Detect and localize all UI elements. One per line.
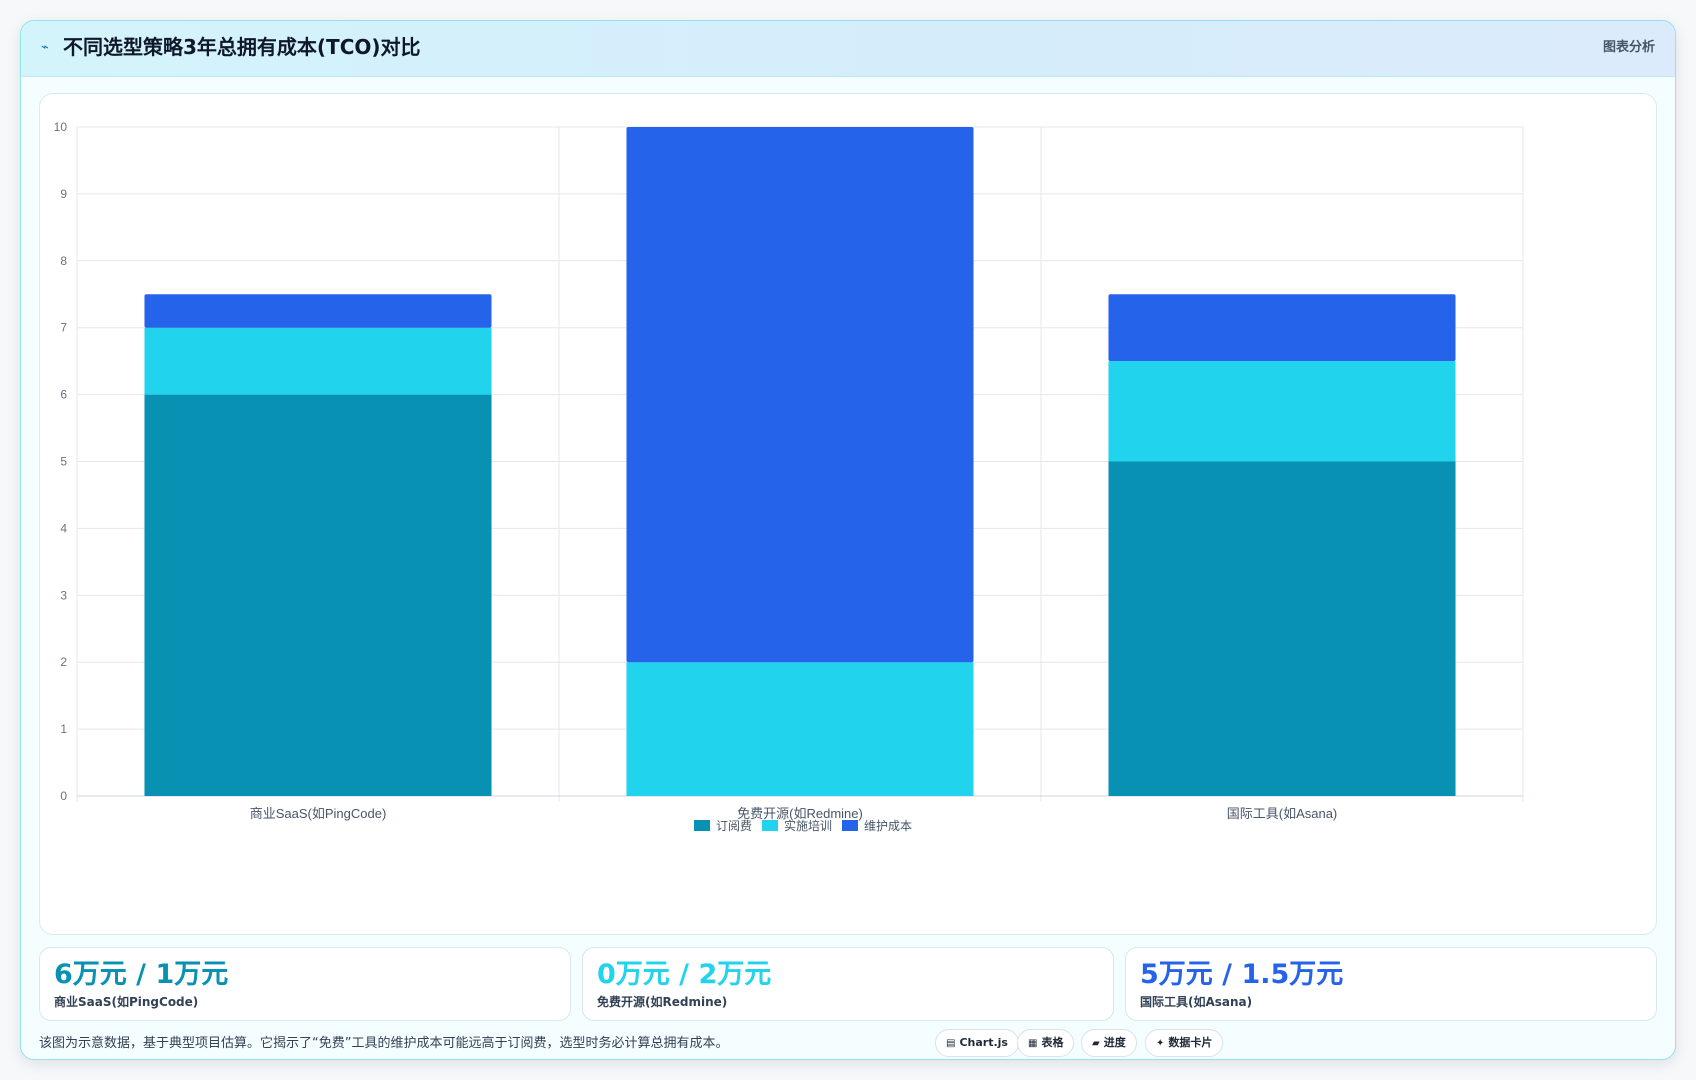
stat-card-saas: 6万元 / 1万元 商业SaaS(如PingCode) <box>39 947 571 1021</box>
y-tick-label: 5 <box>60 455 67 469</box>
y-tick-label: 8 <box>60 254 67 268</box>
legend-swatch <box>694 820 710 831</box>
progress-chip[interactable]: ▰ 进度 <box>1081 1029 1137 1057</box>
y-tick-label: 2 <box>60 655 67 669</box>
legend-label: 实施培训 <box>784 818 832 833</box>
y-tick-label: 3 <box>60 588 67 602</box>
stat-label: 国际工具(如Asana) <box>1140 995 1253 1009</box>
bar-segment <box>1108 461 1456 796</box>
chip-label: 数据卡片 <box>1168 1036 1213 1049</box>
stat-card-international: 5万元 / 1.5万元 国际工具(如Asana) <box>1125 947 1657 1021</box>
chart-analysis-badge: 图表分析 <box>1602 40 1655 55</box>
chartjs-chip[interactable]: ▤ Chart.js <box>935 1029 1019 1057</box>
bar-segment <box>626 127 974 663</box>
y-tick-label: 10 <box>54 120 68 134</box>
legend-swatch <box>762 820 778 831</box>
chip-label: 表格 <box>1041 1036 1064 1049</box>
card-icon: ✦ <box>1156 1038 1165 1049</box>
y-tick-label: 6 <box>60 388 67 402</box>
bar-segment <box>626 662 974 796</box>
table-icon: ▦ <box>1028 1038 1038 1049</box>
stat-label: 商业SaaS(如PingCode) <box>54 995 199 1009</box>
x-tick-label: 国际工具(如Asana) <box>1227 806 1338 821</box>
legend-label: 订阅费 <box>716 819 752 833</box>
stat-value: 5万元 / 1.5万元 <box>1140 959 1344 990</box>
panel-title: 不同选型策略3年总拥有成本(TCO)对比 <box>63 35 421 59</box>
bar-segment <box>144 294 492 328</box>
x-tick-label: 免费开源(如Redmine) <box>737 806 863 821</box>
stats-row: 6万元 / 1万元 商业SaaS(如PingCode) 0万元 / 2万元 免费… <box>39 947 1657 1021</box>
stat-label: 免费开源(如Redmine) <box>597 995 728 1009</box>
x-tick-label: 商业SaaS(如PingCode) <box>250 806 387 821</box>
bar-segment <box>144 394 492 796</box>
bar-segment <box>1108 361 1456 462</box>
chart-panel: ⌁ 不同选型策略3年总拥有成本(TCO)对比 图表分析 0 1 2 3 4 5 6 7 8 9 10… <box>20 20 1676 1060</box>
legend-label: 维护成本 <box>864 819 912 833</box>
stat-value: 6万元 / 1万元 <box>54 959 229 990</box>
y-tick-label: 7 <box>60 321 67 335</box>
legend-swatch <box>842 820 858 831</box>
stacked-bar-chart: 0 1 2 3 4 5 6 7 8 9 10 商业SaaS(如PingCode) 免费开源(如Redmi… <box>54 120 1524 833</box>
chip-label: Chart.js <box>959 1036 1008 1049</box>
y-tick-label: 4 <box>60 521 67 535</box>
pulse-icon: ⌁ <box>41 40 49 55</box>
stat-card-opensource: 0万元 / 2万元 免费开源(如Redmine) <box>582 947 1114 1021</box>
stat-value: 0万元 / 2万元 <box>597 959 772 990</box>
progress-icon: ▰ <box>1092 1038 1100 1049</box>
y-tick-label: 0 <box>60 789 67 803</box>
y-tick-label: 9 <box>60 187 67 201</box>
footer-note: 该图为示意数据，基于典型项目估算。它揭示了“免费”工具的维护成本可能远高于订阅费… <box>39 1036 729 1051</box>
data-card-chip[interactable]: ✦ 数据卡片 <box>1145 1029 1224 1057</box>
table-chip[interactable]: ▦ 表格 <box>1017 1029 1075 1057</box>
bar-segment <box>144 327 492 395</box>
chart-icon: ▤ <box>946 1038 956 1049</box>
panel-header: ⌁ 不同选型策略3年总拥有成本(TCO)对比 图表分析 <box>21 21 1675 77</box>
y-tick-label: 1 <box>60 722 67 736</box>
bar-segment <box>1108 294 1456 362</box>
chip-label: 进度 <box>1103 1036 1126 1049</box>
chart-card: 0 1 2 3 4 5 6 7 8 9 10 商业SaaS(如PingCode) 免费开源(如Redmi… <box>39 93 1657 935</box>
